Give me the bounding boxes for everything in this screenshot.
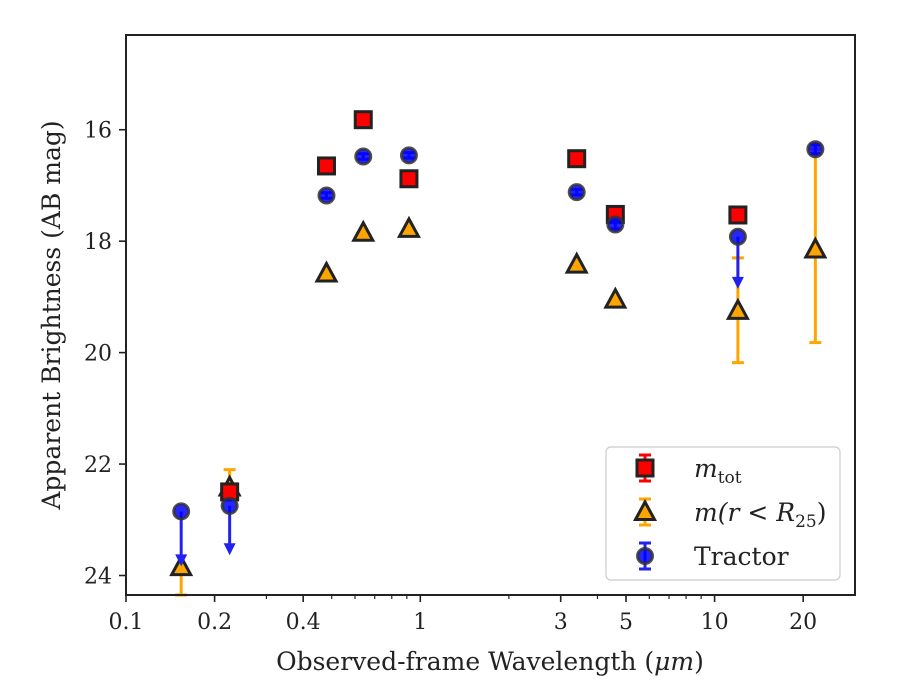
y-axis-label: Apparent Brightness (AB mag) [37, 120, 66, 510]
data-point-tractor [354, 147, 373, 166]
x-tick-label: 1 [413, 610, 427, 635]
data-point-mr25 [803, 236, 828, 259]
upper-limit-arrow [223, 543, 236, 556]
data-point-mtot [316, 156, 336, 176]
y-tick-label: 18 [84, 230, 112, 255]
legend-label-sub: 25 [795, 512, 817, 532]
series-mr25 [169, 147, 828, 597]
y-tick-label: 16 [84, 119, 112, 144]
data-point-tractor [172, 502, 191, 521]
series-tractor [172, 140, 825, 567]
x-tick-label: 20 [789, 610, 817, 635]
legend-marker-mr25 [632, 498, 658, 521]
data-point-tractor [399, 146, 418, 165]
y-tick-label: 24 [84, 564, 112, 589]
legend-label-mtot: mtot [694, 454, 742, 488]
legend-label-main: m [694, 454, 718, 483]
legend-label-text: Tractor [694, 542, 789, 571]
legend-label-tractor: Tractor [694, 542, 789, 571]
data-point-mr25 [603, 286, 628, 309]
plot-area [169, 110, 828, 597]
data-point-mtot [353, 110, 373, 130]
y-axis: 16 18 20 22 24 [84, 119, 126, 589]
x-axis-label-main: Observed-frame Wavelength ( [276, 647, 654, 676]
data-point-tractor [317, 186, 336, 205]
legend-label-mr25: m(r < R25) [694, 498, 827, 532]
data-point-mr25 [396, 215, 421, 238]
legend-label-main: m [694, 498, 718, 527]
x-axis: 0.1 0.2 0.4 1 3 5 10 20 [109, 595, 817, 635]
data-point-tractor [728, 227, 747, 246]
legend-box [605, 446, 841, 581]
plot-frame [125, 34, 856, 596]
data-point-tractor [806, 140, 825, 159]
legend-label-mid: (r < R [718, 498, 795, 527]
x-tick-label: 0.2 [197, 610, 232, 635]
legend-label-end: ) [817, 498, 827, 527]
data-point-mr25 [725, 297, 750, 320]
data-point-mtot [399, 169, 419, 189]
x-axis-label-unit: μm [654, 647, 694, 676]
data-point-tractor [567, 183, 586, 202]
series-mtot [220, 110, 748, 502]
legend-marker-tractor [636, 547, 654, 565]
data-point-mr25 [564, 251, 589, 274]
data-point-mr25 [314, 260, 339, 283]
legend-label-sub: tot [718, 468, 742, 488]
upper-limit-arrow [731, 276, 744, 289]
y-tick-label: 20 [84, 342, 112, 367]
x-tick-label: 3 [554, 610, 568, 635]
data-point-mr25 [351, 219, 376, 242]
x-axis-label: Observed-frame Wavelength (μm) [276, 647, 704, 676]
upper-limit-arrow [175, 554, 188, 567]
data-point-mtot [567, 149, 587, 169]
x-tick-label: 5 [619, 610, 633, 635]
data-point-tractor [220, 496, 239, 515]
data-point-mtot [728, 205, 748, 225]
legend-marker-mtot [635, 458, 655, 478]
x-tick-label: 0.1 [109, 610, 144, 635]
data-point-tractor [606, 215, 625, 234]
x-axis-label-end: ) [694, 647, 704, 676]
x-tick-label: 10 [701, 610, 729, 635]
x-tick-label: 0.4 [286, 610, 321, 635]
y-tick-label: 22 [84, 453, 112, 478]
